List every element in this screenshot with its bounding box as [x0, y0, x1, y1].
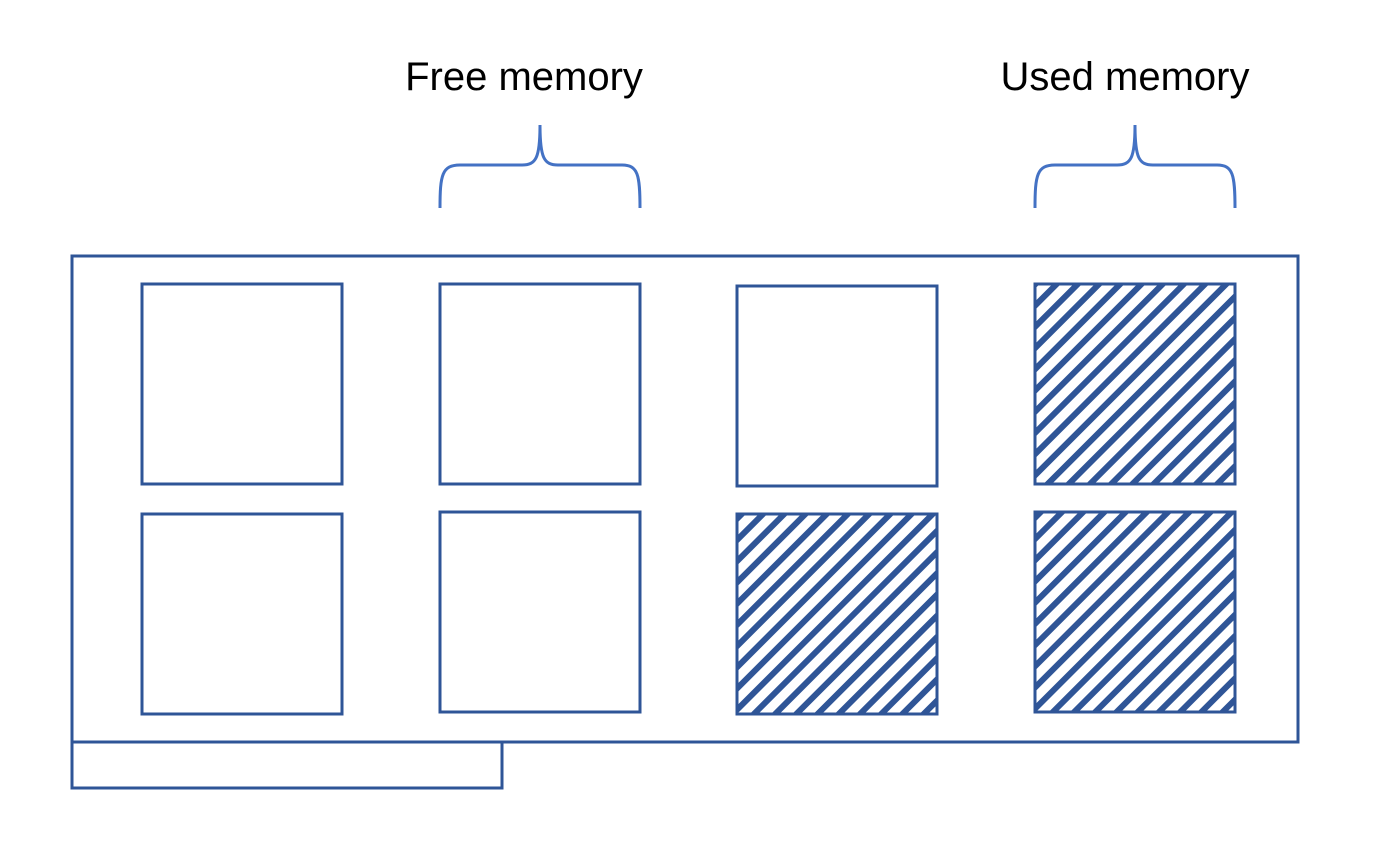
- memory-cell-used: [735, 512, 939, 716]
- memory-cell-free: [438, 282, 642, 486]
- memory-cell-free: [140, 512, 344, 716]
- memory-cell-free: [438, 510, 642, 714]
- used-memory-brace: [1033, 124, 1237, 209]
- memory-cell-used: [1033, 282, 1237, 486]
- memory-cell-used: [1033, 510, 1237, 714]
- free-memory-label: Free memory: [405, 55, 643, 99]
- memory-cell-free: [735, 284, 939, 488]
- memory-cell-free: [140, 282, 344, 486]
- used-memory-label: Used memory: [1001, 55, 1250, 99]
- memory-pool-tab: [70, 740, 504, 790]
- free-memory-brace: [438, 124, 642, 209]
